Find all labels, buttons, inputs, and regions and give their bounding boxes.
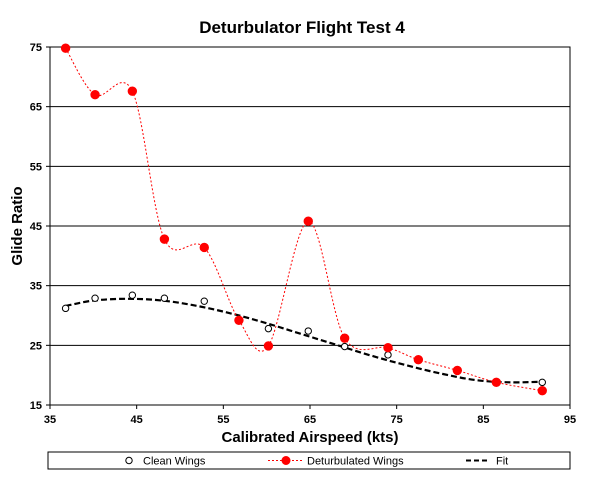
point-clean-wings	[200, 297, 208, 305]
y-tick-label: 65	[30, 102, 42, 114]
point-clean-wings	[304, 327, 312, 335]
y-axis-label: Glide Ratio	[9, 186, 26, 265]
gridlines	[50, 46, 570, 406]
x-tick-label: 65	[304, 414, 316, 426]
y-tick-label: 55	[30, 161, 42, 173]
point-deturbulated-wings	[339, 333, 350, 343]
legend: Clean Wings Deturbulated Wings Fit	[47, 451, 571, 470]
point-clean-wings	[340, 342, 349, 351]
legend-label-deturbulated-wings: Deturbulated Wings	[307, 456, 404, 468]
point-deturbulated-wings	[491, 377, 502, 388]
x-tick-label: 85	[477, 414, 489, 426]
y-tick-label: 45	[30, 221, 42, 233]
point-clean-wings	[264, 324, 273, 333]
point-clean-wings	[128, 291, 137, 299]
point-deturbulated-wings	[90, 90, 100, 100]
x-tick-label: 35	[44, 414, 56, 426]
x-tick-label: 45	[131, 414, 143, 426]
legend-box	[47, 451, 571, 470]
legend-marker-deturbulated-wings	[281, 456, 291, 465]
y-tick-label: 15	[30, 400, 42, 412]
x-tick-label: 75	[391, 414, 403, 426]
point-deturbulated-wings	[199, 242, 209, 253]
point-deturbulated-wings	[537, 385, 547, 396]
x-tick-label: 55	[217, 414, 229, 426]
x-tick-label: 95	[564, 414, 576, 426]
point-deturbulated-wings	[263, 341, 274, 351]
point-deturbulated-wings	[159, 234, 170, 244]
legend-item-clean-wings: Clean Wings	[125, 456, 206, 468]
legend-label-fit: Fit	[496, 456, 508, 468]
point-clean-wings	[160, 294, 169, 302]
y-tick-label: 25	[30, 340, 42, 352]
point-deturbulated-wings	[127, 86, 138, 96]
series-line-fit	[65, 297, 543, 384]
point-deturbulated-wings	[383, 343, 393, 353]
point-clean-wings	[384, 351, 392, 359]
point-deturbulated-wings	[303, 216, 313, 226]
legend-marker-clean-wings	[125, 456, 133, 465]
legend-item-fit: Fit	[466, 456, 508, 468]
point-deturbulated-wings	[413, 354, 424, 365]
x-axis-ticks: 35 45 55 65 75 85 95	[44, 405, 576, 426]
series-layer	[60, 43, 547, 396]
y-axis-ticks: 15 25 35 45 55 65 75	[30, 42, 50, 412]
y-tick-label: 75	[30, 42, 42, 54]
x-axis-label: Calibrated Airspeed (kts)	[222, 429, 399, 446]
point-clean-wings	[61, 304, 70, 313]
point-deturbulated-wings	[234, 315, 244, 325]
point-deturbulated-wings	[452, 365, 463, 376]
point-deturbulated-wings	[60, 43, 71, 53]
point-clean-wings	[538, 378, 546, 387]
series-line-deturbulated-wings	[65, 47, 543, 392]
point-clean-wings	[91, 294, 99, 302]
y-tick-label: 35	[30, 281, 42, 293]
chart-title: Deturbulator Flight Test 4	[199, 18, 405, 37]
legend-item-deturbulated-wings: Deturbulated Wings	[268, 456, 404, 468]
legend-label-clean-wings: Clean Wings	[143, 456, 206, 468]
